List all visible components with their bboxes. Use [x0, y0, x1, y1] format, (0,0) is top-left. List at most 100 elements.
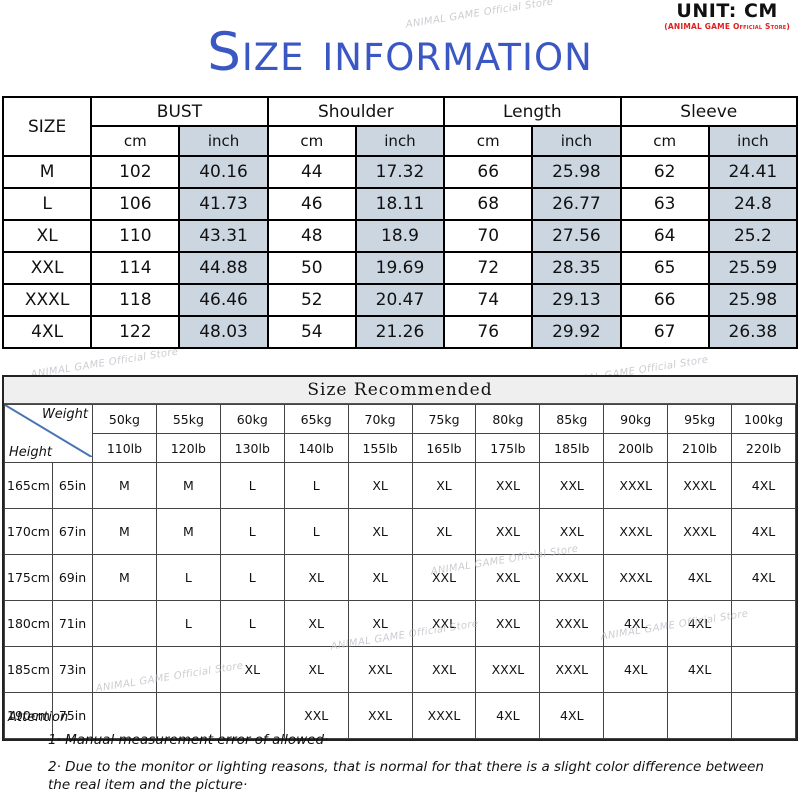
unit-header-inch: inch [178, 125, 269, 157]
attention-line-2: 2· Due to the monitor or lighting reason… [48, 759, 764, 794]
recommend-cell: M [92, 462, 157, 509]
recommend-cell: XXL [539, 508, 605, 555]
recommend-cell: 4XL [603, 600, 669, 647]
weight-header-kg-0: 50kg [92, 404, 157, 434]
recommend-row: 180cm 71in L L XL XL XXL XXL XXXL 4XL 4XL [4, 600, 796, 647]
cell-size: 4XL [1, 315, 93, 349]
height-label-cm: 170cm [4, 508, 53, 555]
recommend-cell: 4XL [603, 646, 669, 693]
recommend-cell: L [283, 462, 349, 509]
recommend-cell: XL [283, 554, 349, 601]
recommend-cell: XXL [283, 692, 349, 739]
cell-length-cm: 70 [443, 219, 534, 253]
cell-sleeve-inch: 24.41 [707, 155, 799, 189]
cell-sleeve-inch: 25.98 [707, 283, 799, 317]
recommend-row: 185cm 73in XL XL XXL XXL XXXL XXXL 4XL 4XL [4, 646, 796, 693]
cell-bust-cm: 118 [90, 283, 181, 317]
cell-bust-cm: 122 [90, 315, 181, 349]
height-label-cm: 185cm [4, 646, 53, 693]
unit-header-inch: inch [531, 125, 622, 157]
cell-length-cm: 72 [443, 251, 534, 285]
recommend-cell: M [92, 508, 157, 555]
unit-header-inch: inch [354, 125, 446, 157]
cell-length-cm: 74 [443, 283, 534, 317]
weight-header-kg-7: 85kg [539, 404, 605, 434]
weight-header-lb-5: 165lb [411, 433, 477, 463]
size-information-table: SIZE BUST Shoulder Length Sleeve cm inch… [1, 96, 799, 349]
unit-header-cm: cm [90, 125, 181, 157]
attention-title: Attention [8, 710, 69, 725]
cell-shoulder-cm: 48 [266, 219, 357, 253]
weight-header-kg-4: 70kg [347, 404, 413, 434]
recommend-cell: M [92, 554, 157, 601]
group-header-shoulder: Shoulder [266, 96, 446, 127]
recommend-cell: M [155, 462, 221, 509]
weight-header-lb-1: 120lb [155, 433, 221, 463]
cell-length-inch: 26.77 [531, 187, 622, 221]
weight-header-lb-6: 175lb [475, 433, 541, 463]
recommend-cell-empty [731, 600, 796, 647]
height-label-cm: 190cm [4, 692, 53, 739]
cell-length-inch: 25.98 [531, 155, 622, 189]
cell-length-inch: 29.13 [531, 283, 622, 317]
recommend-cell-empty [731, 646, 796, 693]
unit-header-cm: cm [266, 125, 357, 157]
recommend-cell-empty [92, 600, 157, 647]
height-label-in: 69in [52, 554, 93, 601]
cell-sleeve-cm: 62 [619, 155, 710, 189]
recommend-cell-empty [219, 692, 285, 739]
cell-shoulder-inch: 19.69 [354, 251, 446, 285]
recommend-cell: L [155, 600, 221, 647]
cell-bust-inch: 46.46 [178, 283, 269, 317]
size-recommended-panel: Size Recommended Weight Height 50kg 55kg 60k… [2, 375, 798, 741]
recommend-cell: XXL [411, 646, 477, 693]
cell-size: XXL [1, 251, 93, 285]
cell-sleeve-cm: 64 [619, 219, 710, 253]
cell-sleeve-cm: 67 [619, 315, 710, 349]
cell-bust-cm: 106 [90, 187, 181, 221]
cell-bust-inch: 48.03 [178, 315, 269, 349]
recommend-cell: XL [347, 508, 413, 555]
recommend-cell: XXL [475, 462, 541, 509]
table-row: XXL 114 44.88 50 19.69 72 28.35 65 25.59 [1, 251, 799, 285]
recommend-cell: L [219, 462, 285, 509]
cell-size: L [1, 187, 93, 221]
recommend-cell: XXL [539, 462, 605, 509]
cell-shoulder-inch: 21.26 [354, 315, 446, 349]
cell-sleeve-cm: 66 [619, 283, 710, 317]
store-label: (ANIMAL GAME Official Store) [664, 22, 790, 31]
weight-header-kg-5: 75kg [411, 404, 477, 434]
weight-header-lb-8: 200lb [603, 433, 669, 463]
unit-header-cm: cm [443, 125, 534, 157]
recommend-row: 190cm 75in XXL XXL XXXL 4XL 4XL [4, 692, 796, 739]
height-label-in: 65in [52, 462, 93, 509]
cell-sleeve-inch: 26.38 [707, 315, 799, 349]
cell-shoulder-cm: 50 [266, 251, 357, 285]
recommend-cell: XXXL [667, 508, 733, 555]
recommend-cell: 4XL [731, 554, 796, 601]
height-label-cm: 175cm [4, 554, 53, 601]
recommend-cell: 4XL [731, 508, 796, 555]
recommend-cell: XXXL [411, 692, 477, 739]
recommend-cell-empty [603, 692, 669, 739]
recommend-cell-empty [92, 646, 157, 693]
weight-header-kg-1: 55kg [155, 404, 221, 434]
cell-size: XL [1, 219, 93, 253]
table-row: M 102 40.16 44 17.32 66 25.98 62 24.41 [1, 155, 799, 189]
height-label-cm: 165cm [4, 462, 53, 509]
cell-shoulder-cm: 46 [266, 187, 357, 221]
cell-bust-cm: 102 [90, 155, 181, 189]
cell-length-cm: 76 [443, 315, 534, 349]
recommend-cell: XL [219, 646, 285, 693]
cell-length-inch: 27.56 [531, 219, 622, 253]
cell-bust-inch: 40.16 [178, 155, 269, 189]
table-row: 4XL 122 48.03 54 21.26 76 29.92 67 26.38 [1, 315, 799, 349]
weight-header-kg-10: 100kg [731, 404, 796, 434]
unit-label: UNIT: CM [676, 0, 778, 22]
table-header-row-groups: SIZE BUST Shoulder Length Sleeve [1, 96, 799, 157]
cell-bust-cm: 114 [90, 251, 181, 285]
height-label-in: 73in [52, 646, 93, 693]
weight-header-row-kg: Weight Height 50kg 55kg 60kg 65kg 70kg 75kg 80kg… [4, 404, 796, 463]
recommend-cell: XL [411, 462, 477, 509]
